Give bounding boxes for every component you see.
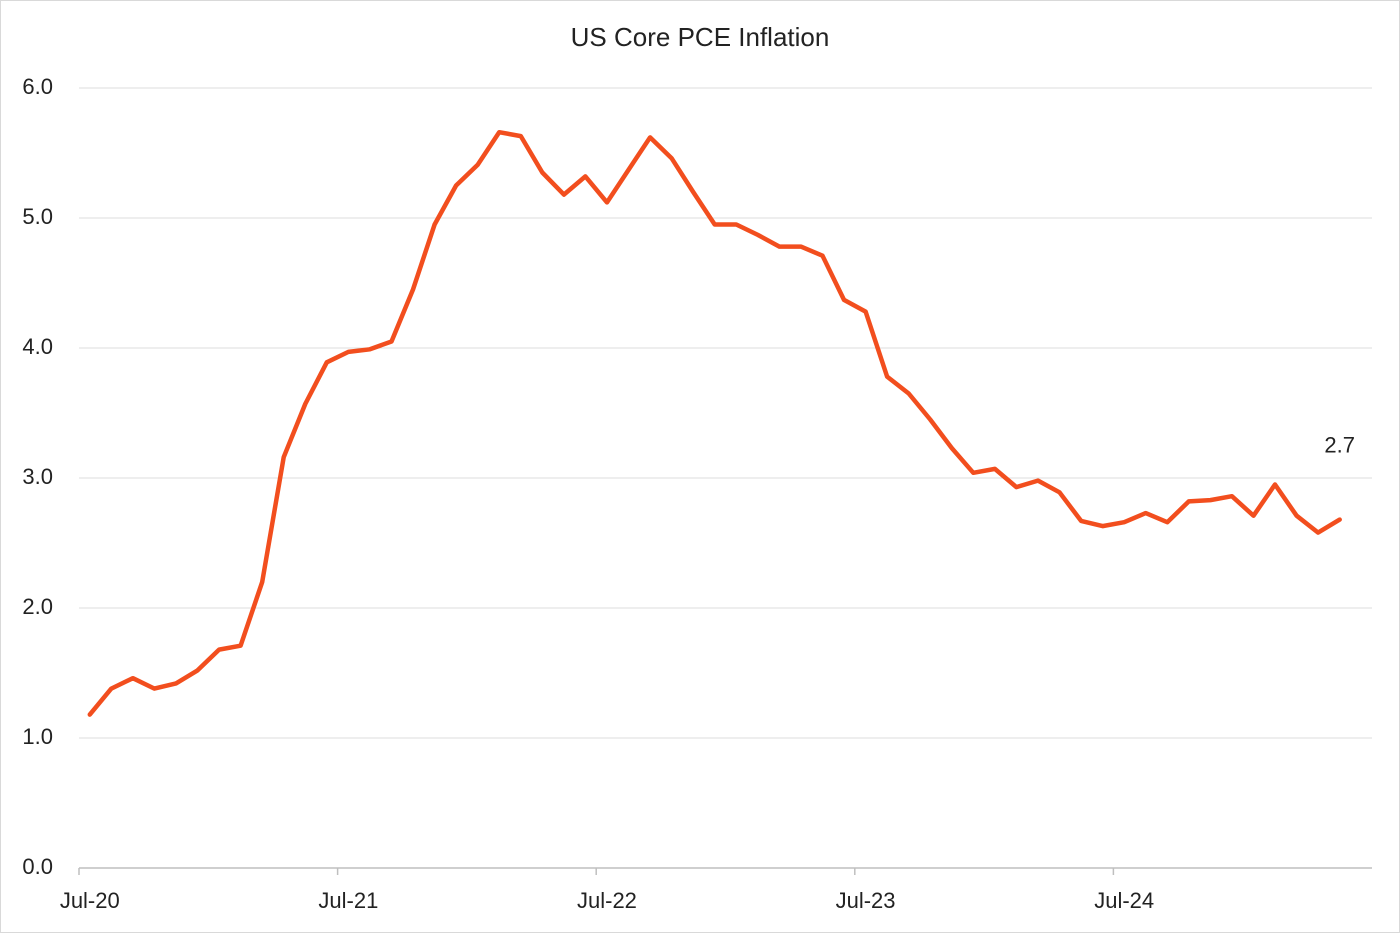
x-tick-label: Jul-24 <box>1094 888 1154 913</box>
y-tick-label: 1.0 <box>22 724 53 749</box>
x-tick-label: Jul-22 <box>577 888 637 913</box>
chart-title: US Core PCE Inflation <box>571 22 830 52</box>
x-tick-label: Jul-21 <box>318 888 378 913</box>
x-tick-label: Jul-20 <box>60 888 120 913</box>
line-series <box>87 129 1342 717</box>
y-tick-label: 2.0 <box>22 594 53 619</box>
y-tick-label: 3.0 <box>22 464 53 489</box>
y-tick-label: 5.0 <box>22 204 53 229</box>
data-label: 2.7 <box>1324 432 1355 457</box>
y-tick-label: 4.0 <box>22 334 53 359</box>
y-tick-label: 0.0 <box>22 854 53 879</box>
y-tick-label: 6.0 <box>22 74 53 99</box>
x-tick-label: Jul-23 <box>836 888 896 913</box>
